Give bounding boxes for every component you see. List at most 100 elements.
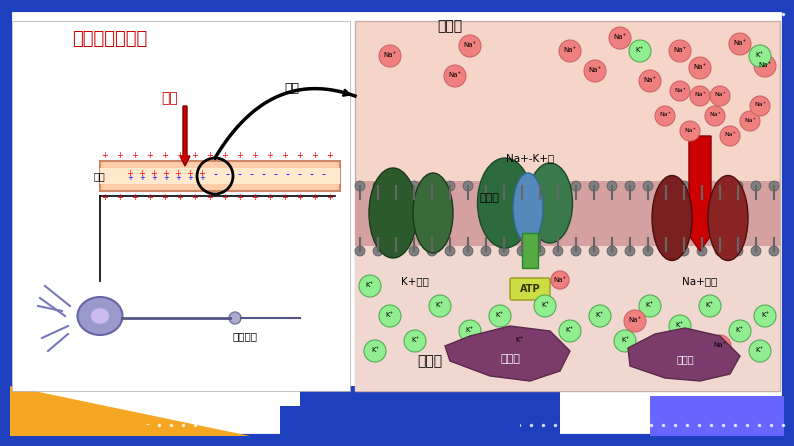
Text: K⁺: K⁺ xyxy=(676,322,684,328)
Text: 神经纤维: 神经纤维 xyxy=(233,331,257,341)
Text: Na⁺: Na⁺ xyxy=(754,103,766,107)
Text: Na⁺: Na⁺ xyxy=(694,92,706,98)
Ellipse shape xyxy=(369,168,417,258)
Circle shape xyxy=(373,246,383,256)
Circle shape xyxy=(517,246,527,256)
Circle shape xyxy=(609,27,631,49)
Circle shape xyxy=(589,181,599,191)
Circle shape xyxy=(661,246,671,256)
Circle shape xyxy=(589,246,599,256)
Circle shape xyxy=(715,246,725,256)
Circle shape xyxy=(669,315,691,337)
Text: 细胞内: 细胞内 xyxy=(418,354,442,368)
Text: +: + xyxy=(161,152,168,161)
Ellipse shape xyxy=(90,307,110,325)
Text: +: + xyxy=(176,194,183,202)
Circle shape xyxy=(427,181,437,191)
Text: K⁺: K⁺ xyxy=(541,302,549,308)
Text: Na⁺: Na⁺ xyxy=(449,72,461,78)
Polygon shape xyxy=(280,406,520,436)
Circle shape xyxy=(740,111,760,131)
Circle shape xyxy=(629,40,651,62)
Circle shape xyxy=(509,330,531,352)
Text: +: + xyxy=(252,152,258,161)
Text: Na⁺: Na⁺ xyxy=(709,112,721,117)
Text: 蛋白质: 蛋白质 xyxy=(500,354,520,364)
Text: Na⁺: Na⁺ xyxy=(643,77,657,83)
Circle shape xyxy=(444,65,466,87)
Circle shape xyxy=(445,246,455,256)
Circle shape xyxy=(535,181,545,191)
Circle shape xyxy=(769,181,779,191)
Text: +: + xyxy=(267,194,273,202)
Circle shape xyxy=(463,246,473,256)
Circle shape xyxy=(680,121,700,141)
Text: -: - xyxy=(321,169,325,179)
Text: +: + xyxy=(187,175,193,181)
Text: +: + xyxy=(237,152,244,161)
Text: Na⁺: Na⁺ xyxy=(614,34,626,40)
Circle shape xyxy=(679,246,689,256)
Text: K+通道: K+通道 xyxy=(401,276,429,286)
Ellipse shape xyxy=(413,173,453,253)
Text: +: + xyxy=(326,194,333,202)
Circle shape xyxy=(481,246,491,256)
Circle shape xyxy=(715,181,725,191)
Text: K⁺: K⁺ xyxy=(621,337,629,343)
Text: Na+通道: Na+通道 xyxy=(682,276,718,286)
Circle shape xyxy=(754,55,776,77)
Text: K⁺: K⁺ xyxy=(636,47,644,53)
Text: 放大: 放大 xyxy=(284,82,299,95)
Polygon shape xyxy=(300,386,560,436)
Text: +: + xyxy=(237,194,244,202)
Text: +: + xyxy=(311,194,318,202)
Circle shape xyxy=(534,295,556,317)
Circle shape xyxy=(489,305,511,327)
Text: +: + xyxy=(102,194,109,202)
Text: Na⁺: Na⁺ xyxy=(553,277,567,283)
Text: K⁺: K⁺ xyxy=(371,347,379,353)
Text: +: + xyxy=(117,152,123,161)
Text: +: + xyxy=(126,169,133,178)
Text: Na⁺: Na⁺ xyxy=(659,112,671,117)
Text: Na⁺: Na⁺ xyxy=(684,128,696,132)
FancyBboxPatch shape xyxy=(100,168,340,184)
Circle shape xyxy=(445,181,455,191)
Text: +: + xyxy=(222,194,229,202)
Circle shape xyxy=(689,57,711,79)
Circle shape xyxy=(655,106,675,126)
Text: -: - xyxy=(309,169,313,179)
Circle shape xyxy=(355,246,365,256)
Text: +: + xyxy=(297,152,303,161)
Text: +: + xyxy=(163,175,169,181)
Circle shape xyxy=(733,246,743,256)
Text: Na⁺: Na⁺ xyxy=(384,52,397,58)
Circle shape xyxy=(553,246,563,256)
Circle shape xyxy=(517,181,527,191)
Text: K⁺: K⁺ xyxy=(646,302,654,308)
Text: +: + xyxy=(191,194,198,202)
Text: +: + xyxy=(102,152,109,161)
Circle shape xyxy=(409,181,419,191)
Text: +: + xyxy=(132,194,138,202)
Polygon shape xyxy=(10,396,200,436)
Circle shape xyxy=(607,246,617,256)
Ellipse shape xyxy=(527,163,572,243)
Text: +: + xyxy=(252,194,258,202)
Circle shape xyxy=(459,35,481,57)
Text: K⁺: K⁺ xyxy=(366,282,374,288)
Circle shape xyxy=(751,246,761,256)
Text: +: + xyxy=(151,175,157,181)
Text: Na⁺: Na⁺ xyxy=(693,64,707,70)
Circle shape xyxy=(499,246,509,256)
Circle shape xyxy=(535,246,545,256)
Circle shape xyxy=(750,96,770,116)
Circle shape xyxy=(769,246,779,256)
Text: Na⁺: Na⁺ xyxy=(588,67,602,73)
Text: -: - xyxy=(297,169,301,179)
Text: +: + xyxy=(139,169,145,178)
Circle shape xyxy=(733,181,743,191)
FancyArrow shape xyxy=(180,106,190,166)
Text: -: - xyxy=(285,169,289,179)
Text: -: - xyxy=(225,169,229,179)
